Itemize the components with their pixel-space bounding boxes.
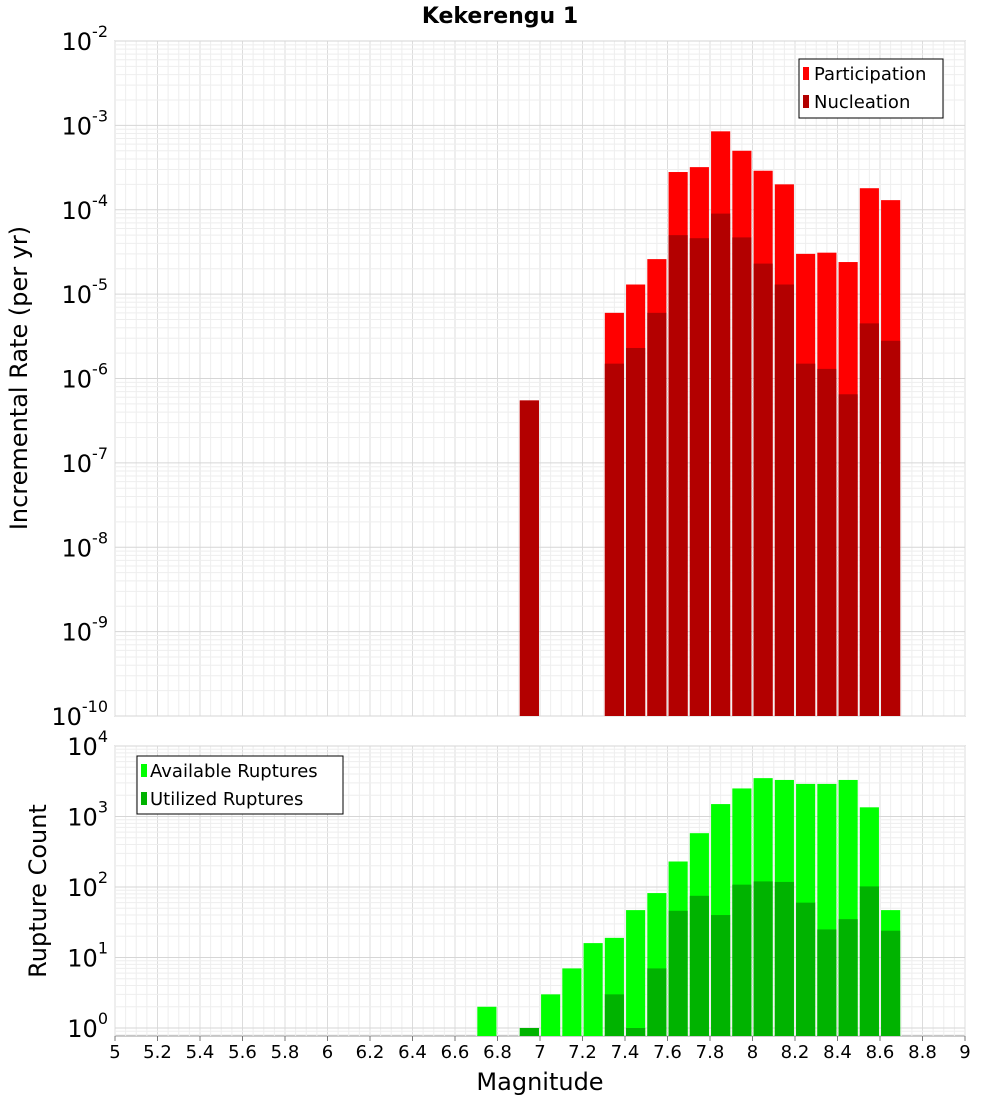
nucleation-bar [859, 323, 879, 716]
y-tick-label: 10-8 [62, 528, 109, 562]
utilized-ruptures-bar [732, 884, 752, 1036]
x-tick-label: 7.2 [568, 1042, 597, 1063]
x-tick-label: 5.8 [271, 1042, 300, 1063]
utilized-ruptures-bar [689, 895, 709, 1036]
x-tick-label: 6.4 [398, 1042, 427, 1063]
y-tick-label: 10-7 [62, 444, 109, 478]
nucleation-bar [668, 235, 688, 716]
rupture-count-y-axis-label: Rupture Count [24, 804, 52, 978]
nucleation-legend-label: Nucleation [814, 92, 910, 113]
rate-legend: Participation Nucleation [798, 58, 944, 119]
x-tick-label: 9 [959, 1042, 970, 1063]
utilized-ruptures-bar [796, 902, 816, 1036]
rate-bars [519, 131, 901, 717]
rupture-count-y-ticks: 100 101 102 103 104 [67, 727, 108, 1043]
x-tick-label: 7.8 [696, 1042, 725, 1063]
x-tick-label: 8.8 [908, 1042, 937, 1063]
nucleation-legend-swatch [803, 95, 809, 108]
available-ruptures-bar [626, 910, 646, 1036]
utilized-ruptures-bar [881, 930, 901, 1036]
available-ruptures-legend-swatch [141, 764, 147, 777]
x-tick-label: 8.2 [781, 1042, 810, 1063]
magnitude-x-axis-label: Magnitude [476, 1068, 603, 1096]
rate-y-ticks: 10-10 10-9 10-8 10-7 10-6 10-5 10-4 10-3 10-2 [51, 22, 108, 731]
x-tick-label: 7 [534, 1042, 545, 1063]
y-tick-label: 10-6 [62, 360, 109, 394]
nucleation-bar [689, 238, 709, 716]
magnitude-x-ticks: 5 5.2 5.4 5.6 5.8 6 6.2 6.4 6.6 6.8 7 7.2 7.4 7.6 7.8 8… [109, 1036, 971, 1063]
utilized-ruptures-bar [817, 929, 837, 1036]
nucleation-bar [881, 340, 901, 716]
x-tick-label: 7.4 [611, 1042, 640, 1063]
available-ruptures-bar [541, 994, 561, 1036]
rate-legend-box [798, 58, 944, 119]
nucleation-bar [817, 368, 837, 716]
y-tick-label: 10-9 [62, 613, 109, 647]
available-ruptures-bar [562, 968, 582, 1036]
nucleation-bar [753, 263, 773, 716]
available-ruptures-bar [583, 943, 603, 1036]
y-tick-label: 100 [67, 1009, 108, 1043]
utilized-ruptures-bar [711, 915, 731, 1036]
x-tick-label: 6.8 [483, 1042, 512, 1063]
y-tick-label: 10-5 [62, 275, 109, 309]
rupture-count-bars [477, 778, 901, 1036]
utilized-ruptures-bar [668, 910, 688, 1036]
x-tick-label: 6 [322, 1042, 333, 1063]
y-tick-label: 103 [67, 797, 108, 831]
x-tick-label: 8.6 [866, 1042, 895, 1063]
y-tick-label: 10-3 [62, 106, 109, 140]
nucleation-bar [647, 312, 667, 716]
rupture-count-legend: Available Ruptures Utilized Ruptures [136, 755, 344, 815]
utilized-ruptures-bar [604, 994, 624, 1036]
rate-plot: 10-10 10-9 10-8 10-7 10-6 10-5 10-4 10-3 10-2 In… [5, 22, 966, 731]
x-tick-label: 6.2 [356, 1042, 385, 1063]
x-tick-label: 8.4 [823, 1042, 852, 1063]
nucleation-bar [519, 400, 539, 716]
nucleation-bar [604, 363, 624, 716]
nucleation-bar [774, 284, 794, 716]
rupture-count-plot: 100 101 102 103 104 Rupture Count Available … [24, 727, 966, 1043]
rupture-count-legend-box [136, 755, 344, 815]
y-tick-label: 102 [67, 868, 108, 902]
nucleation-bar [838, 394, 858, 716]
utilized-ruptures-bar [774, 881, 794, 1036]
utilized-ruptures-bar [753, 881, 773, 1036]
x-tick-label: 6.6 [441, 1042, 470, 1063]
available-ruptures-bar [477, 1006, 497, 1036]
y-tick-label: 10-10 [51, 697, 108, 731]
y-tick-label: 104 [67, 727, 108, 761]
nucleation-bar [732, 237, 752, 716]
utilized-ruptures-bar [519, 1027, 539, 1036]
utilized-ruptures-bar [859, 886, 879, 1036]
utilized-ruptures-legend-label: Utilized Ruptures [150, 789, 303, 810]
x-tick-label: 5.2 [143, 1042, 172, 1063]
x-tick-label: 7.6 [653, 1042, 682, 1063]
utilized-ruptures-legend-swatch [141, 792, 147, 805]
utilized-ruptures-bar [626, 1027, 646, 1036]
rate-grid [114, 40, 966, 717]
rate-y-axis-label: Incremental Rate (per yr) [5, 226, 33, 530]
x-tick-label: 5.4 [186, 1042, 215, 1063]
x-tick-label: 5.6 [228, 1042, 257, 1063]
y-tick-label: 101 [67, 938, 108, 972]
nucleation-bar [796, 363, 816, 716]
y-tick-label: 10-4 [62, 191, 109, 225]
x-tick-label: 5 [109, 1042, 120, 1063]
chart-title: Kekerengu 1 [422, 4, 578, 29]
available-ruptures-legend-label: Available Ruptures [150, 761, 318, 782]
nucleation-bar [626, 347, 646, 716]
participation-legend-swatch [803, 67, 809, 80]
y-tick-label: 10-2 [62, 22, 109, 56]
utilized-ruptures-bar [838, 919, 858, 1036]
nucleation-bar [711, 213, 731, 717]
rupture-count-grid [114, 745, 966, 1036]
x-tick-label: 8 [747, 1042, 758, 1063]
participation-legend-label: Participation [814, 64, 926, 85]
utilized-ruptures-bar [647, 968, 667, 1036]
